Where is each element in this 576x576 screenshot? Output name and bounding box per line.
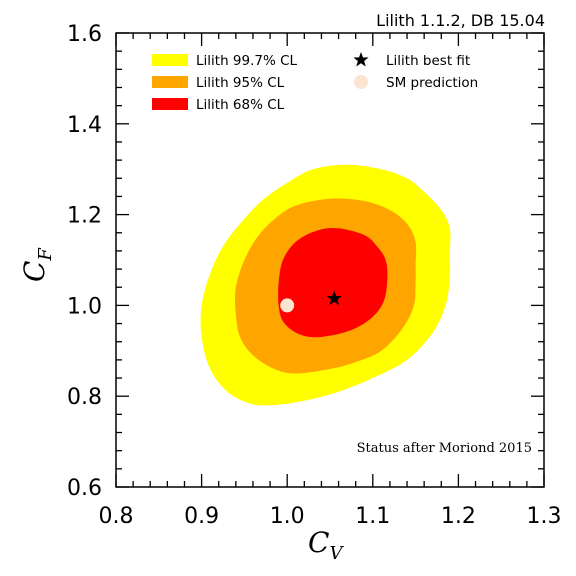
x-tick-label: 1.3 [527, 504, 562, 529]
y-tick-label: 1.0 [67, 294, 102, 319]
legend-label-997: Lilith 99.7% CL [196, 53, 298, 69]
legend-label-95: Lilith 95% CL [196, 75, 285, 91]
data-points [280, 290, 342, 313]
legend-label-best-fit: Lilith best fit [386, 53, 470, 69]
axis-ticks [115, 32, 545, 488]
best-fit-star [326, 290, 342, 306]
legend-swatch-997 [152, 54, 188, 66]
y-tick-label: 1.2 [67, 204, 102, 229]
legend-star-marker [353, 52, 369, 67]
x-axis-label-main: C [308, 526, 329, 559]
x-axis-label: CV [308, 526, 344, 564]
x-tick-label: 1.0 [270, 504, 305, 529]
chart-header: Lilith 1.1.2, DB 15.04 [376, 11, 545, 30]
confidence-regions [200, 164, 451, 406]
x-tick-label: 0.9 [184, 504, 219, 529]
legend-label-sm: SM prediction [386, 75, 478, 91]
x-tick-label: 1.1 [355, 504, 390, 529]
y-axis-label-sub: F [35, 247, 56, 262]
y-tick-label: 1.6 [67, 22, 102, 47]
plot-frame [115, 32, 545, 488]
legend-swatch-68 [152, 98, 188, 110]
y-tick-label: 0.6 [67, 476, 102, 501]
status-annotation: Status after Moriond 2015 [357, 441, 532, 456]
x-axis-label-sub: V [329, 543, 344, 564]
y-axis-label-main: C [18, 261, 51, 282]
legend-swatch-95 [152, 76, 188, 88]
tick-labels: 0.8 0.9 1.0 1.1 1.2 1.3 0.6 0.8 1.0 1.2 1.4 1.6 [67, 22, 562, 529]
region-68-cl [278, 227, 388, 338]
y-tick-label: 0.8 [67, 385, 102, 410]
y-tick-label: 1.4 [67, 113, 102, 138]
legend-label-68: Lilith 68% CL [196, 97, 285, 113]
legend-star-shape [353, 52, 369, 67]
y-axis-label: CF [18, 247, 56, 282]
legend: Lilith 99.7% CL Lilith 95% CL Lilith 68%… [152, 52, 478, 113]
x-tick-label: 0.8 [99, 504, 134, 529]
sm-prediction-point [280, 298, 295, 313]
legend-circle-marker [354, 75, 368, 89]
x-tick-label: 1.2 [441, 504, 476, 529]
